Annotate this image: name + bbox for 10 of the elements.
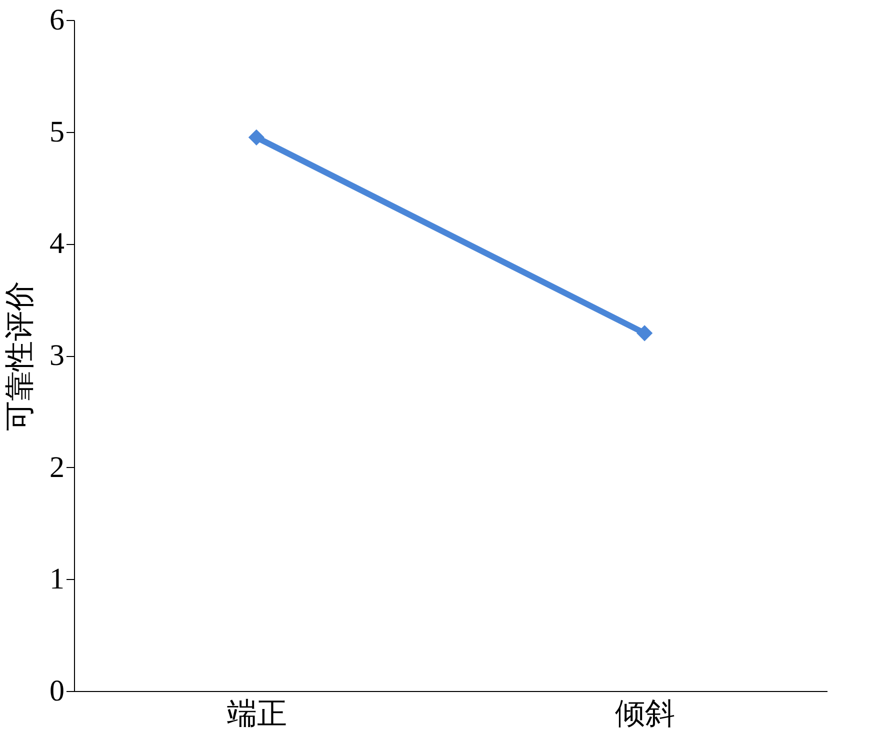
y-tick-label: 1 (50, 562, 64, 596)
y-axis-title: 可靠性评价 (4, 281, 36, 431)
x-tick-label: 端正 (226, 698, 287, 730)
x-tick-label: 倾斜 (615, 698, 676, 730)
y-tick-label: 3 (50, 339, 64, 372)
y-tick-label: 6 (50, 4, 64, 36)
y-tick-label: 4 (50, 227, 64, 260)
y-tick-label: 2 (50, 450, 64, 484)
y-tick-label: 0 (50, 674, 64, 708)
y-tick-label: 5 (50, 115, 64, 148)
